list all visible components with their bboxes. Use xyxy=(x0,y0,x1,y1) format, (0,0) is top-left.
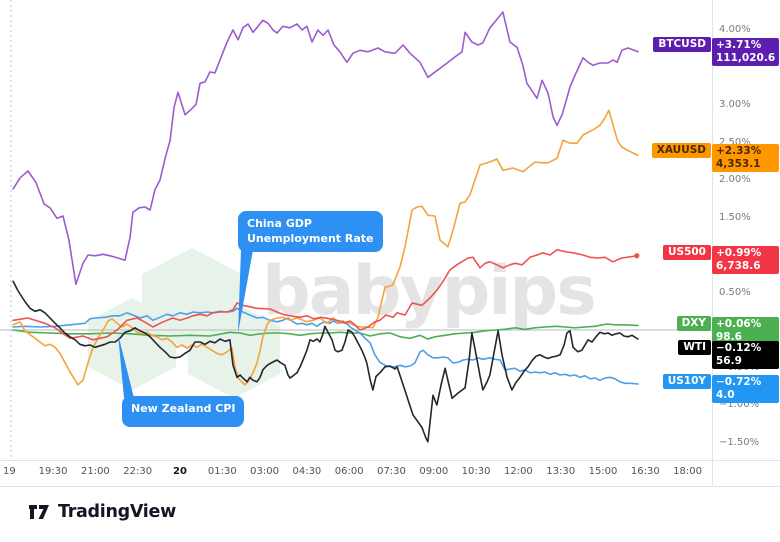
value-badge-us10y[interactable]: −0.72% 4.0 xyxy=(712,375,779,403)
series-line-us500[interactable] xyxy=(12,249,638,341)
tradingview-mark-icon xyxy=(29,505,49,519)
change-percent-btcusd: +3.71% xyxy=(716,39,762,51)
time-axis-label: 20 xyxy=(173,466,187,477)
price-axis-label: 3.00% xyxy=(719,99,751,110)
time-axis-label: 07:30 xyxy=(377,466,406,477)
ticker-badge-us10y[interactable]: US10Y xyxy=(662,374,711,389)
last-price-us10y: 4.0 xyxy=(716,389,735,401)
last-price-us500: 6,738.6 xyxy=(716,260,761,272)
time-axis-border xyxy=(0,460,780,461)
babypips-cube-icon xyxy=(88,298,176,390)
last-price-wti: 56.9 xyxy=(716,355,742,367)
value-badge-xauusd[interactable]: +2.33% 4,353.1 xyxy=(712,144,779,172)
series-line-wti[interactable] xyxy=(12,280,639,443)
chart-canvas[interactable] xyxy=(0,0,712,460)
time-axis-label: 10:30 xyxy=(461,466,491,477)
time-axis-label: 22:30 xyxy=(123,466,153,477)
tradingview-logo-text: TradingView xyxy=(58,502,176,522)
callout-new-zealand-cpi[interactable]: New Zealand CPI xyxy=(122,396,245,427)
price-axis-label: 4.00% xyxy=(719,24,751,35)
time-axis-label: 01:30 xyxy=(207,466,237,477)
tradingview-logo[interactable]: TradingView xyxy=(28,502,176,522)
series-line-xauusd[interactable] xyxy=(12,109,639,386)
series-line-us10y[interactable] xyxy=(12,307,639,385)
callout-pointer-new-zealand-cpi xyxy=(118,334,134,398)
time-axis-label: 04:30 xyxy=(292,466,322,477)
callout-pointer-china-gdp xyxy=(238,250,253,333)
time-axis-label: 15:00 xyxy=(588,466,618,477)
ticker-badge-us500[interactable]: US500 xyxy=(662,245,711,260)
series-line-dxy[interactable] xyxy=(12,323,639,340)
time-axis-label: 12:00 xyxy=(503,466,533,477)
last-price-btcusd: 111,020.6 xyxy=(716,52,776,64)
ticker-badge-wti[interactable]: WTI xyxy=(678,340,711,355)
ticker-badge-xauusd[interactable]: XAUUSD xyxy=(651,143,711,158)
ticker-badge-btcusd[interactable]: BTCUSD xyxy=(653,37,711,52)
time-axis-label: 13:30 xyxy=(546,466,576,477)
time-axis-label: 19:30 xyxy=(38,466,68,477)
last-price-xauusd: 4,353.1 xyxy=(716,158,761,170)
change-percent-us10y: −0.72% xyxy=(716,376,762,388)
time-axis-label: 03:00 xyxy=(250,466,280,477)
price-axis-label: −1.50% xyxy=(719,436,760,448)
change-percent-wti: −0.12% xyxy=(716,342,762,354)
price-axis-label: 2.00% xyxy=(719,174,751,185)
time-axis-label: 19 xyxy=(3,466,16,477)
time-axis-label: 16:30 xyxy=(630,466,660,477)
value-badge-us500[interactable]: +0.99% 6,738.6 xyxy=(712,246,779,274)
time-axis-label: 06:00 xyxy=(334,466,364,477)
value-badge-wti[interactable]: −0.12% 56.9 xyxy=(712,341,779,369)
time-axis-bottom-border xyxy=(0,486,780,487)
change-percent-dxy: +0.06% xyxy=(716,318,762,330)
price-axis-label: 0.50% xyxy=(719,286,751,298)
price-axis-label: −1.00% xyxy=(719,399,760,410)
value-badge-dxy[interactable]: +0.06% 98.6 xyxy=(712,317,779,345)
time-axis-label: 09:00 xyxy=(419,466,449,477)
change-percent-us500: +0.99% xyxy=(716,247,762,259)
time-axis-label: 21:00 xyxy=(80,466,110,477)
series-line-btcusd[interactable] xyxy=(12,11,639,286)
price-axis-border xyxy=(712,0,713,486)
price-axis-label: 2.50% xyxy=(719,136,751,148)
callout-china-gdp[interactable]: China GDP Unemployment Rate xyxy=(238,211,383,252)
price-axis-label: 1.50% xyxy=(719,211,751,223)
last-price-dxy: 98.6 xyxy=(716,331,742,343)
ticker-badge-dxy[interactable]: DXY xyxy=(676,316,711,331)
value-badge-btcusd[interactable]: +3.71% 111,020.6 xyxy=(712,38,779,66)
time-axis-label: 18:00 xyxy=(673,466,703,477)
change-percent-xauusd: +2.33% xyxy=(716,145,762,157)
series-end-dot-us500 xyxy=(634,253,640,259)
